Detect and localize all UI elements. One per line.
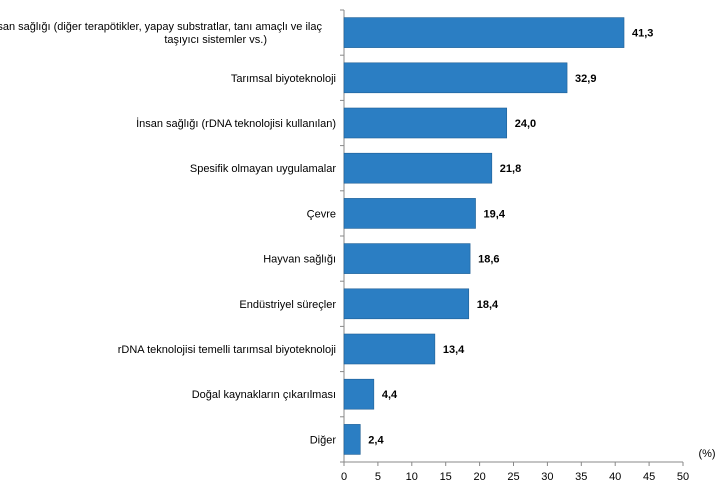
value-labels: 41,3 32,9 24,0 21,8 19,4 18,6 18,4 13,4 4,4 2,4 bbox=[368, 28, 653, 447]
bar bbox=[343, 152, 493, 184]
category-label: Çevre bbox=[307, 208, 336, 220]
x-axis-ticks: 0 5 10 15 20 25 30 35 40 45 50 bbox=[340, 9, 689, 483]
category-label: Spesifik olmayan uygulamalar bbox=[190, 163, 336, 175]
category-label-line: Spesifik olmayan uygulamalar bbox=[190, 163, 336, 175]
category-label-line: İnsan sağlığı (rDNA teknolojisi kullanıl… bbox=[136, 117, 336, 130]
bar bbox=[343, 107, 508, 139]
bars bbox=[343, 17, 625, 455]
bar-value-label: 18,6 bbox=[478, 254, 499, 266]
x-tick-label: 20 bbox=[473, 471, 485, 483]
category-label: Diğer bbox=[310, 434, 337, 446]
x-tick-label: 35 bbox=[575, 471, 587, 483]
bar bbox=[343, 62, 568, 94]
bar bbox=[343, 198, 476, 229]
category-label-line: Tarımsal biyoteknoloji bbox=[231, 73, 336, 85]
bar bbox=[343, 288, 470, 320]
x-tick-label: 45 bbox=[643, 471, 655, 483]
x-tick-label: 5 bbox=[375, 471, 381, 483]
x-tick-label: 25 bbox=[507, 471, 519, 483]
x-tick-label: 40 bbox=[609, 471, 621, 483]
bar-value-label: 21,8 bbox=[500, 163, 521, 175]
category-label: Tarımsal biyoteknoloji bbox=[231, 73, 336, 85]
category-label-line: İnsan sağlığı (diğer terapötikler, yapay… bbox=[0, 20, 322, 33]
unit-label: (%) bbox=[698, 448, 715, 460]
x-tick-label: 30 bbox=[541, 471, 553, 483]
bar-value-label: 18,4 bbox=[477, 299, 499, 311]
category-label: Doğal kaynakların çıkarılması bbox=[192, 389, 336, 401]
x-tick-label: 10 bbox=[406, 471, 418, 483]
bar bbox=[343, 17, 625, 48]
bar-value-label: 32,9 bbox=[575, 73, 596, 85]
bar bbox=[343, 424, 361, 455]
bar-value-label: 2,4 bbox=[368, 434, 384, 446]
category-label-line: Diğer bbox=[310, 434, 337, 446]
category-labels: İnsan sağlığı (diğer terapötikler, yapay… bbox=[0, 20, 336, 446]
category-label-line: Çevre bbox=[307, 208, 336, 220]
x-tick-label: 0 bbox=[341, 471, 347, 483]
bar-value-label: 41,3 bbox=[632, 28, 653, 40]
bar-value-label: 13,4 bbox=[443, 344, 465, 356]
category-label: İnsan sağlığı (rDNA teknolojisi kullanıl… bbox=[136, 117, 336, 130]
category-label-line: Doğal kaynakların çıkarılması bbox=[192, 389, 336, 401]
category-label-line: Endüstriyel süreçler bbox=[239, 299, 336, 311]
category-label: İnsan sağlığı (diğer terapötikler, yapay… bbox=[0, 20, 322, 46]
bar bbox=[343, 378, 375, 410]
category-label: rDNA teknolojisi temelli tarımsal biyote… bbox=[118, 344, 336, 356]
x-tick-label: 15 bbox=[440, 471, 452, 483]
bar-value-label: 4,4 bbox=[382, 389, 398, 401]
x-tick-label: 50 bbox=[677, 471, 689, 483]
bar bbox=[343, 333, 436, 365]
category-label-line: rDNA teknolojisi temelli tarımsal biyote… bbox=[118, 344, 336, 356]
category-label-line: taşıyıcı sistemler vs.) bbox=[164, 34, 267, 46]
bar bbox=[343, 243, 471, 274]
category-label: Endüstriyel süreçler bbox=[239, 299, 336, 311]
category-label: Hayvan sağlığı bbox=[263, 254, 336, 266]
bar-value-label: 19,4 bbox=[484, 208, 506, 220]
category-label-line: Hayvan sağlığı bbox=[263, 254, 336, 266]
bar-value-label: 24,0 bbox=[515, 118, 536, 130]
